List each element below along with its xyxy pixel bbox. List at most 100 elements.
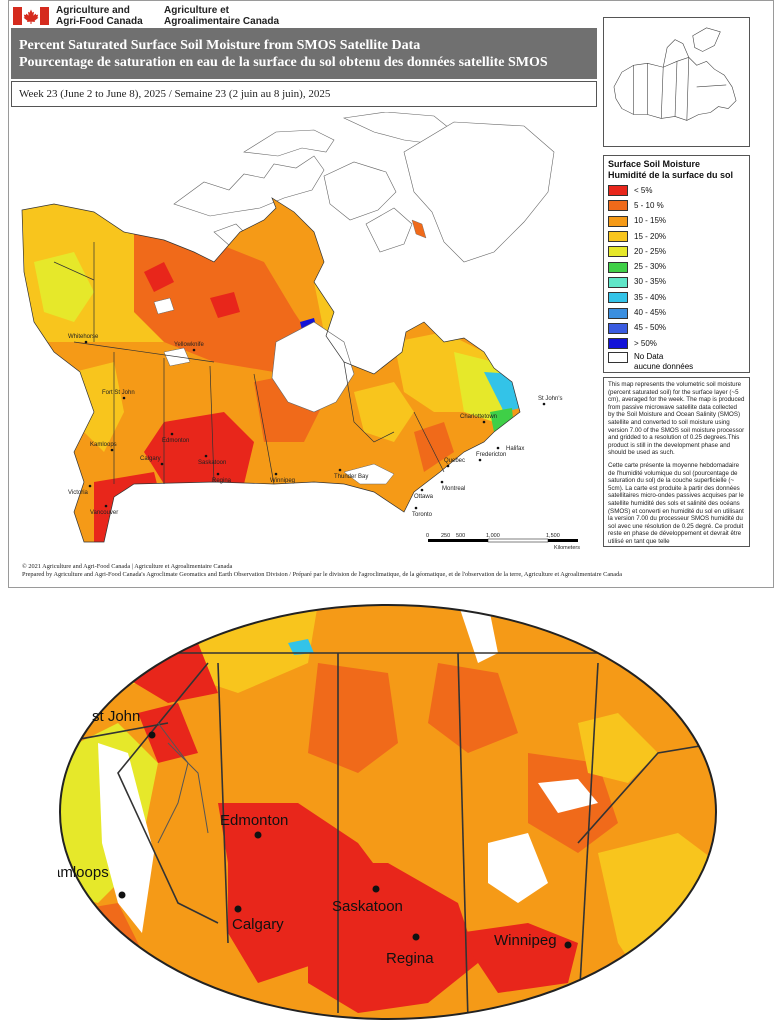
department-name-fr: Agriculture et Agroalimentaire Canada: [164, 5, 280, 27]
legend-swatch: [608, 292, 628, 304]
legend-item: > 50%: [608, 336, 745, 351]
legend-item: 15 - 20%: [608, 229, 745, 244]
legend-item: 40 - 45%: [608, 305, 745, 320]
legend-label: 35 - 40%: [634, 292, 667, 302]
city-label: Charlottetown: [460, 414, 497, 420]
city-marker: [160, 462, 164, 466]
legend-swatch: [608, 246, 628, 258]
city-marker: [104, 504, 108, 508]
city-marker: [412, 933, 420, 941]
city-label: Montreal: [442, 486, 465, 492]
description-en: This map represents the volumetric soil …: [608, 381, 745, 457]
week-label: Week 23 (June 2 to June 8), 2025 / Semai…: [11, 81, 597, 107]
legend-label: < 5%: [634, 185, 653, 195]
city-label: Saskatoon: [332, 898, 403, 915]
legend-swatch: [608, 338, 628, 350]
legend-label: 30 - 35%: [634, 277, 667, 287]
city-label: Whitehorse: [68, 334, 99, 340]
city-marker: [216, 472, 220, 476]
city-marker: [446, 464, 450, 468]
legend-item: < 5%: [608, 183, 745, 198]
city-label: Kamloops: [90, 442, 117, 448]
legend-item: 30 - 35%: [608, 275, 745, 290]
legend-item: 20 - 25%: [608, 244, 745, 259]
city-marker: [496, 446, 500, 450]
city-label: Winnipeg: [270, 478, 295, 484]
city-label: Toronto: [412, 512, 433, 518]
legend-label: 20 - 25%: [634, 246, 667, 256]
inset-locator-map: [603, 17, 750, 147]
city-label: Calgary: [232, 916, 284, 933]
city-marker: [88, 484, 92, 488]
legend-label: 15 - 20%: [634, 231, 667, 241]
city-label: Winnipeg: [494, 932, 557, 949]
city-marker: [420, 488, 424, 492]
city-label: Saskatoon: [198, 460, 226, 466]
title-fr: Pourcentage de saturation en eau de la s…: [19, 55, 548, 70]
city-marker: [542, 402, 546, 406]
city-label: Fredericton: [476, 452, 506, 458]
city-label: Quebec: [444, 458, 465, 464]
scale-tick-label: 250: [441, 533, 450, 539]
hudson-bay: [271, 321, 355, 413]
legend-item: 45 - 50%: [608, 321, 745, 336]
department-name-en: Agriculture and Agri-Food Canada: [56, 5, 143, 27]
map-description: This map represents the volumetric soil …: [603, 377, 750, 547]
canada-flag-icon: [13, 7, 49, 25]
city-label: st John: [92, 708, 140, 725]
city-marker: [254, 831, 262, 839]
legend-item: 25 - 30%: [608, 259, 745, 274]
city-label: Thunder Bay: [334, 474, 368, 480]
scale-tick-label: 0: [426, 533, 429, 539]
city-label: Calgary: [140, 456, 161, 462]
city-marker: [148, 731, 156, 739]
legend-swatch: [608, 185, 628, 197]
scale-tick-label: 1,500: [546, 533, 560, 539]
description-fr: Cette carte présente la moyenne hebdomad…: [608, 461, 744, 545]
legend-label: 5 - 10 %: [634, 200, 664, 210]
city-marker: [372, 885, 380, 893]
city-marker: [234, 905, 242, 913]
scale-bar: 0 250 500 1,000 1,500 Kilometers: [426, 533, 580, 551]
legend-swatch-no-data: [608, 352, 628, 364]
city-label: St John's: [538, 396, 563, 402]
legend-label: 25 - 30%: [634, 262, 667, 272]
city-label: Edmonton: [162, 438, 189, 444]
map-title: Percent Saturated Surface Soil Moisture …: [11, 28, 597, 79]
legend-swatch: [608, 307, 628, 319]
city-label: Ottawa: [414, 494, 434, 500]
copyright: © 2021 Agriculture and Agri-Food Canada …: [22, 563, 233, 570]
greenland: [403, 121, 555, 263]
legend-swatch: [608, 261, 628, 273]
legend-title-en: Surface Soil Moisture: [608, 159, 701, 169]
legend-swatch: [608, 231, 628, 243]
legend-label: 10 - 15%: [634, 216, 667, 226]
scale-tick-label: 500: [456, 533, 465, 539]
city-label: Edmonton: [220, 812, 288, 829]
city-label: Regina: [386, 950, 434, 967]
soil-moisture-map: Whitehorse Yellowknife Fort St John Edmonto…: [21, 112, 580, 551]
city-marker: [84, 340, 88, 344]
legend-item: 10 - 15%: [608, 214, 745, 229]
prairies-zoom-map: st John Edmonton amloops Calgary Saskatoon Re…: [58, 604, 717, 1020]
city-marker: [440, 480, 444, 484]
city-marker: [122, 396, 126, 400]
legend-swatch: [608, 200, 628, 212]
city-marker: [414, 506, 418, 510]
legend-label: > 50%: [634, 338, 657, 348]
city-label: Halifax: [506, 446, 524, 452]
legend-item: 35 - 40%: [608, 290, 745, 305]
legend-swatch: [608, 215, 628, 227]
legend-no-data: No Data aucune données: [608, 352, 745, 372]
legend-swatch: [608, 322, 628, 334]
city-label: Yellowknife: [174, 342, 204, 348]
legend: Surface Soil Moisture Humidité de la sur…: [603, 155, 750, 373]
city-marker: [564, 941, 572, 949]
legend-label: 45 - 50%: [634, 323, 667, 333]
city-marker: [482, 420, 486, 424]
city-label: amloops: [58, 864, 109, 881]
title-en: Percent Saturated Surface Soil Moisture …: [19, 38, 421, 53]
city-label: Fort St John: [102, 390, 135, 396]
city-label: Victoria: [68, 490, 89, 496]
city-marker: [274, 472, 278, 476]
